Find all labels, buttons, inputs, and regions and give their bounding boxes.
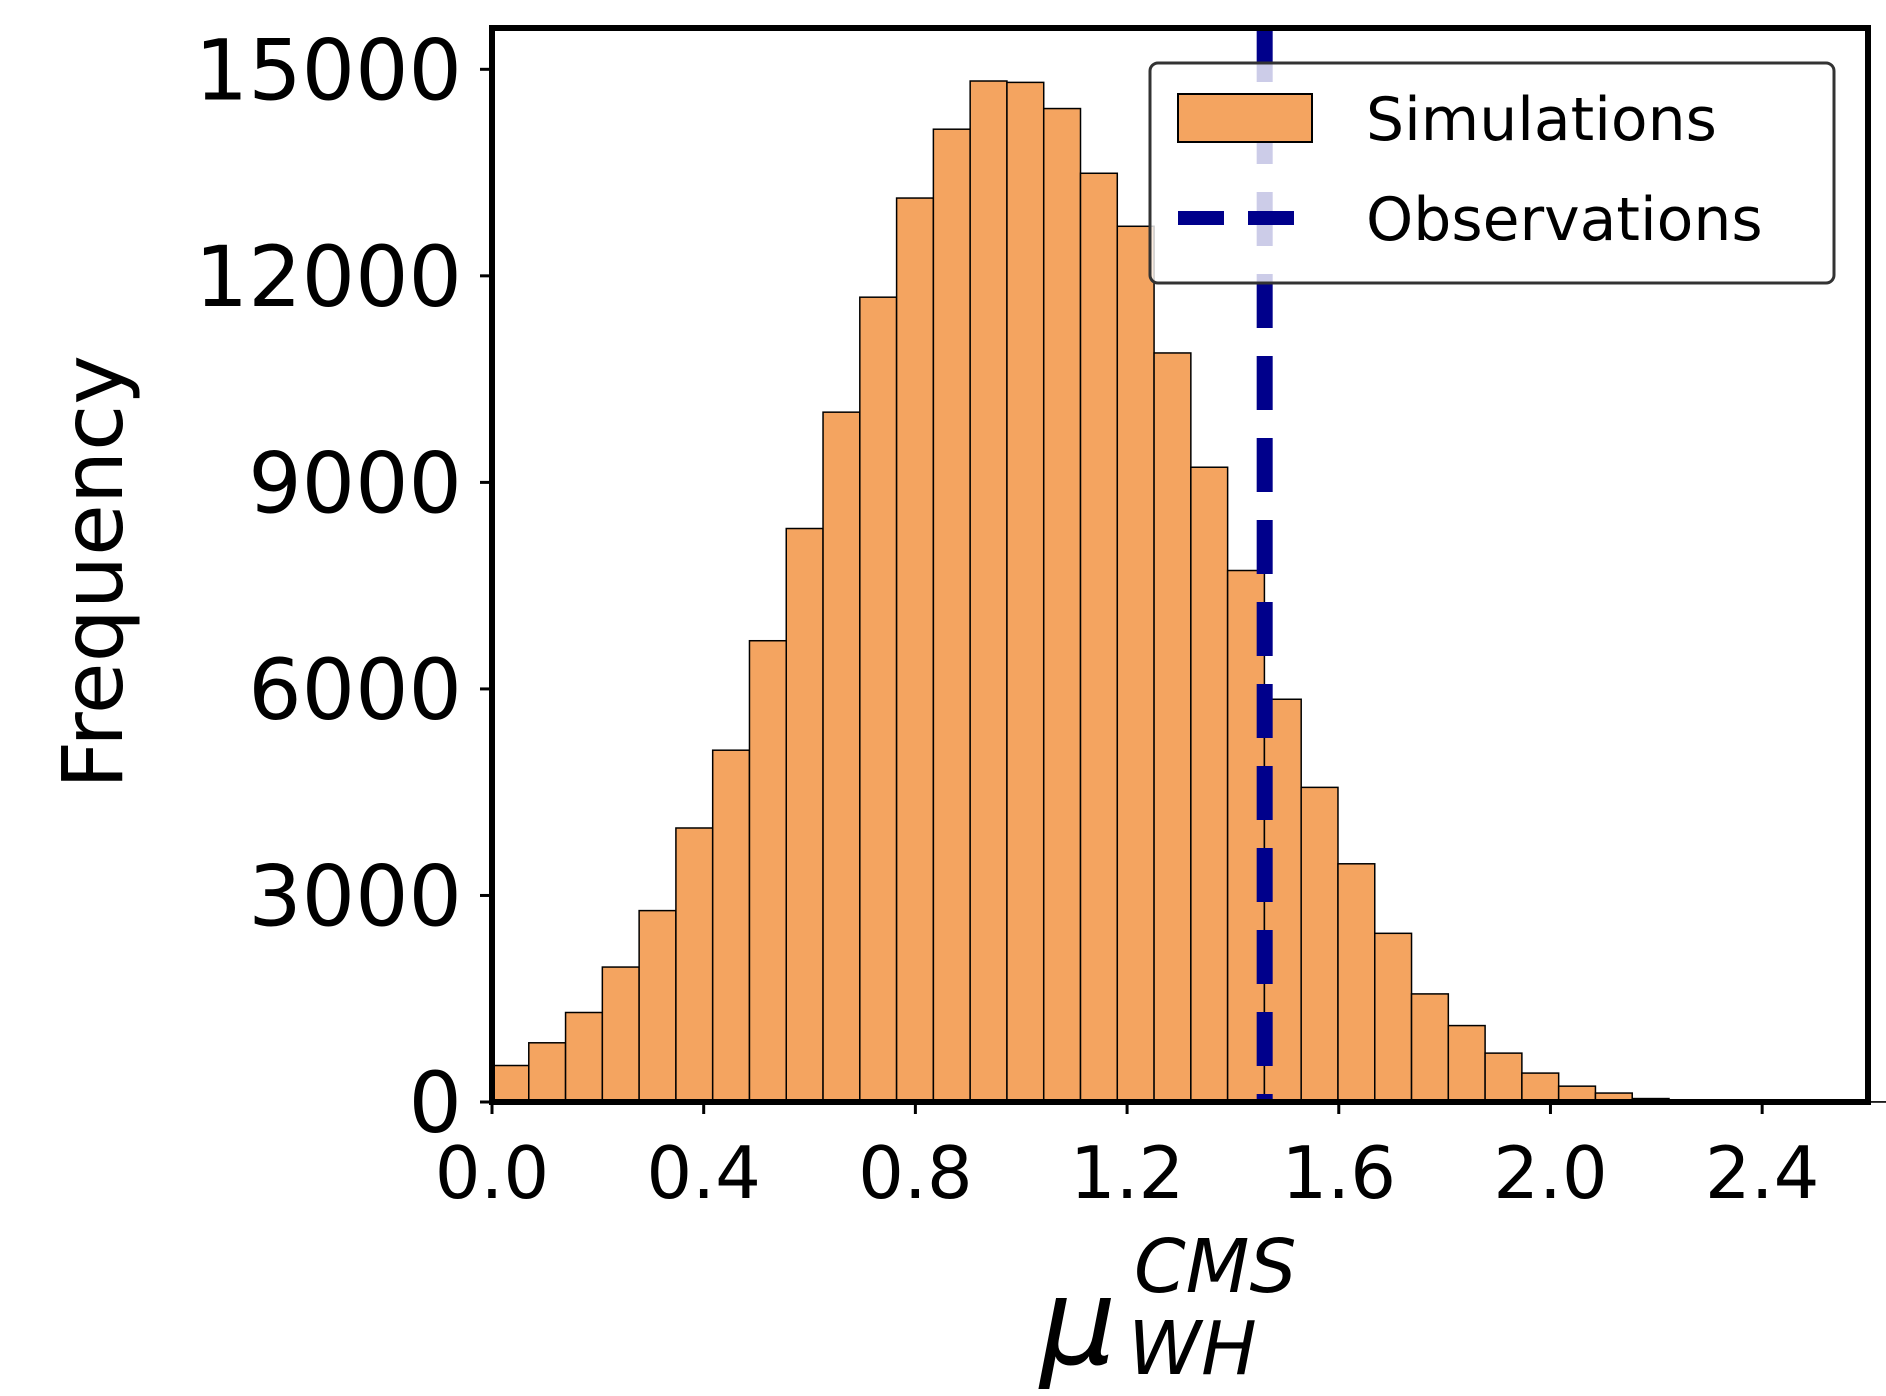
histogram-bar bbox=[785, 527, 824, 1103]
histogram-bar bbox=[601, 966, 640, 1103]
histogram-bar bbox=[932, 128, 971, 1103]
histogram-bar bbox=[1521, 1072, 1560, 1103]
histogram-bar bbox=[1116, 225, 1155, 1103]
y-tick-label: 3000 bbox=[248, 847, 462, 945]
y-tick-label: 12000 bbox=[195, 228, 462, 326]
y-axis-label: Frequency bbox=[44, 355, 142, 789]
histogram-bar bbox=[1410, 993, 1450, 1103]
histogram-bar bbox=[1447, 1024, 1486, 1103]
x-label-symbol: μ bbox=[1038, 1254, 1116, 1393]
histogram-bar bbox=[1079, 172, 1119, 1103]
y-axis-ticks: 0 3000 6000 9000 12000 15000 bbox=[195, 21, 492, 1152]
legend-box bbox=[1148, 61, 1836, 285]
x-tick-label: 0.0 bbox=[435, 1131, 550, 1215]
histogram-bar bbox=[711, 749, 751, 1103]
histogram-bar bbox=[1006, 81, 1045, 1103]
legend-simulations-label: Simulations bbox=[1366, 85, 1717, 155]
legend: Simulations Observations bbox=[1148, 61, 1836, 285]
legend-simulations-swatch bbox=[1177, 93, 1313, 143]
histogram-bar bbox=[638, 909, 677, 1103]
x-label-superscript: CMS bbox=[1134, 1224, 1297, 1310]
histogram-bar bbox=[1042, 107, 1082, 1103]
histogram-bar bbox=[969, 80, 1008, 1103]
histogram-bar bbox=[748, 639, 788, 1103]
x-tick-label: 2.4 bbox=[1705, 1131, 1820, 1215]
histogram-bar bbox=[895, 197, 935, 1103]
legend-observations-label: Observations bbox=[1366, 185, 1763, 255]
y-tick-label: 15000 bbox=[195, 21, 462, 119]
x-tick-label: 2.0 bbox=[1493, 1131, 1608, 1215]
histogram-bar bbox=[1300, 786, 1339, 1103]
histogram-bar bbox=[1337, 863, 1376, 1103]
x-tick-label: 1.6 bbox=[1282, 1131, 1397, 1215]
y-tick-label: 9000 bbox=[248, 434, 462, 532]
x-tick-label: 0.4 bbox=[646, 1131, 761, 1215]
x-tick-label: 0.8 bbox=[858, 1131, 973, 1215]
y-tick-label: 6000 bbox=[248, 641, 462, 739]
histogram-bar bbox=[564, 1011, 604, 1103]
plot-frame bbox=[489, 25, 1871, 1105]
histogram-bar bbox=[822, 411, 861, 1103]
y-tick-label: 0 bbox=[409, 1054, 462, 1152]
histogram-bar bbox=[1190, 466, 1229, 1103]
x-axis-label: μ CMS WH bbox=[1038, 1224, 1297, 1393]
histogram-bar bbox=[675, 827, 714, 1103]
x-label-subscript: WH bbox=[1128, 1306, 1257, 1392]
x-tick-label: 1.2 bbox=[1070, 1131, 1185, 1215]
x-axis-ticks: 0.0 0.4 0.8 1.2 1.6 2.0 2.4 bbox=[435, 1102, 1820, 1215]
histogram-bar bbox=[859, 296, 898, 1103]
histogram-bar bbox=[1153, 352, 1192, 1103]
histogram-bar bbox=[528, 1042, 567, 1103]
histogram-bar bbox=[1484, 1052, 1523, 1103]
histogram-bar bbox=[491, 1064, 530, 1103]
histogram-bar bbox=[1374, 932, 1413, 1103]
